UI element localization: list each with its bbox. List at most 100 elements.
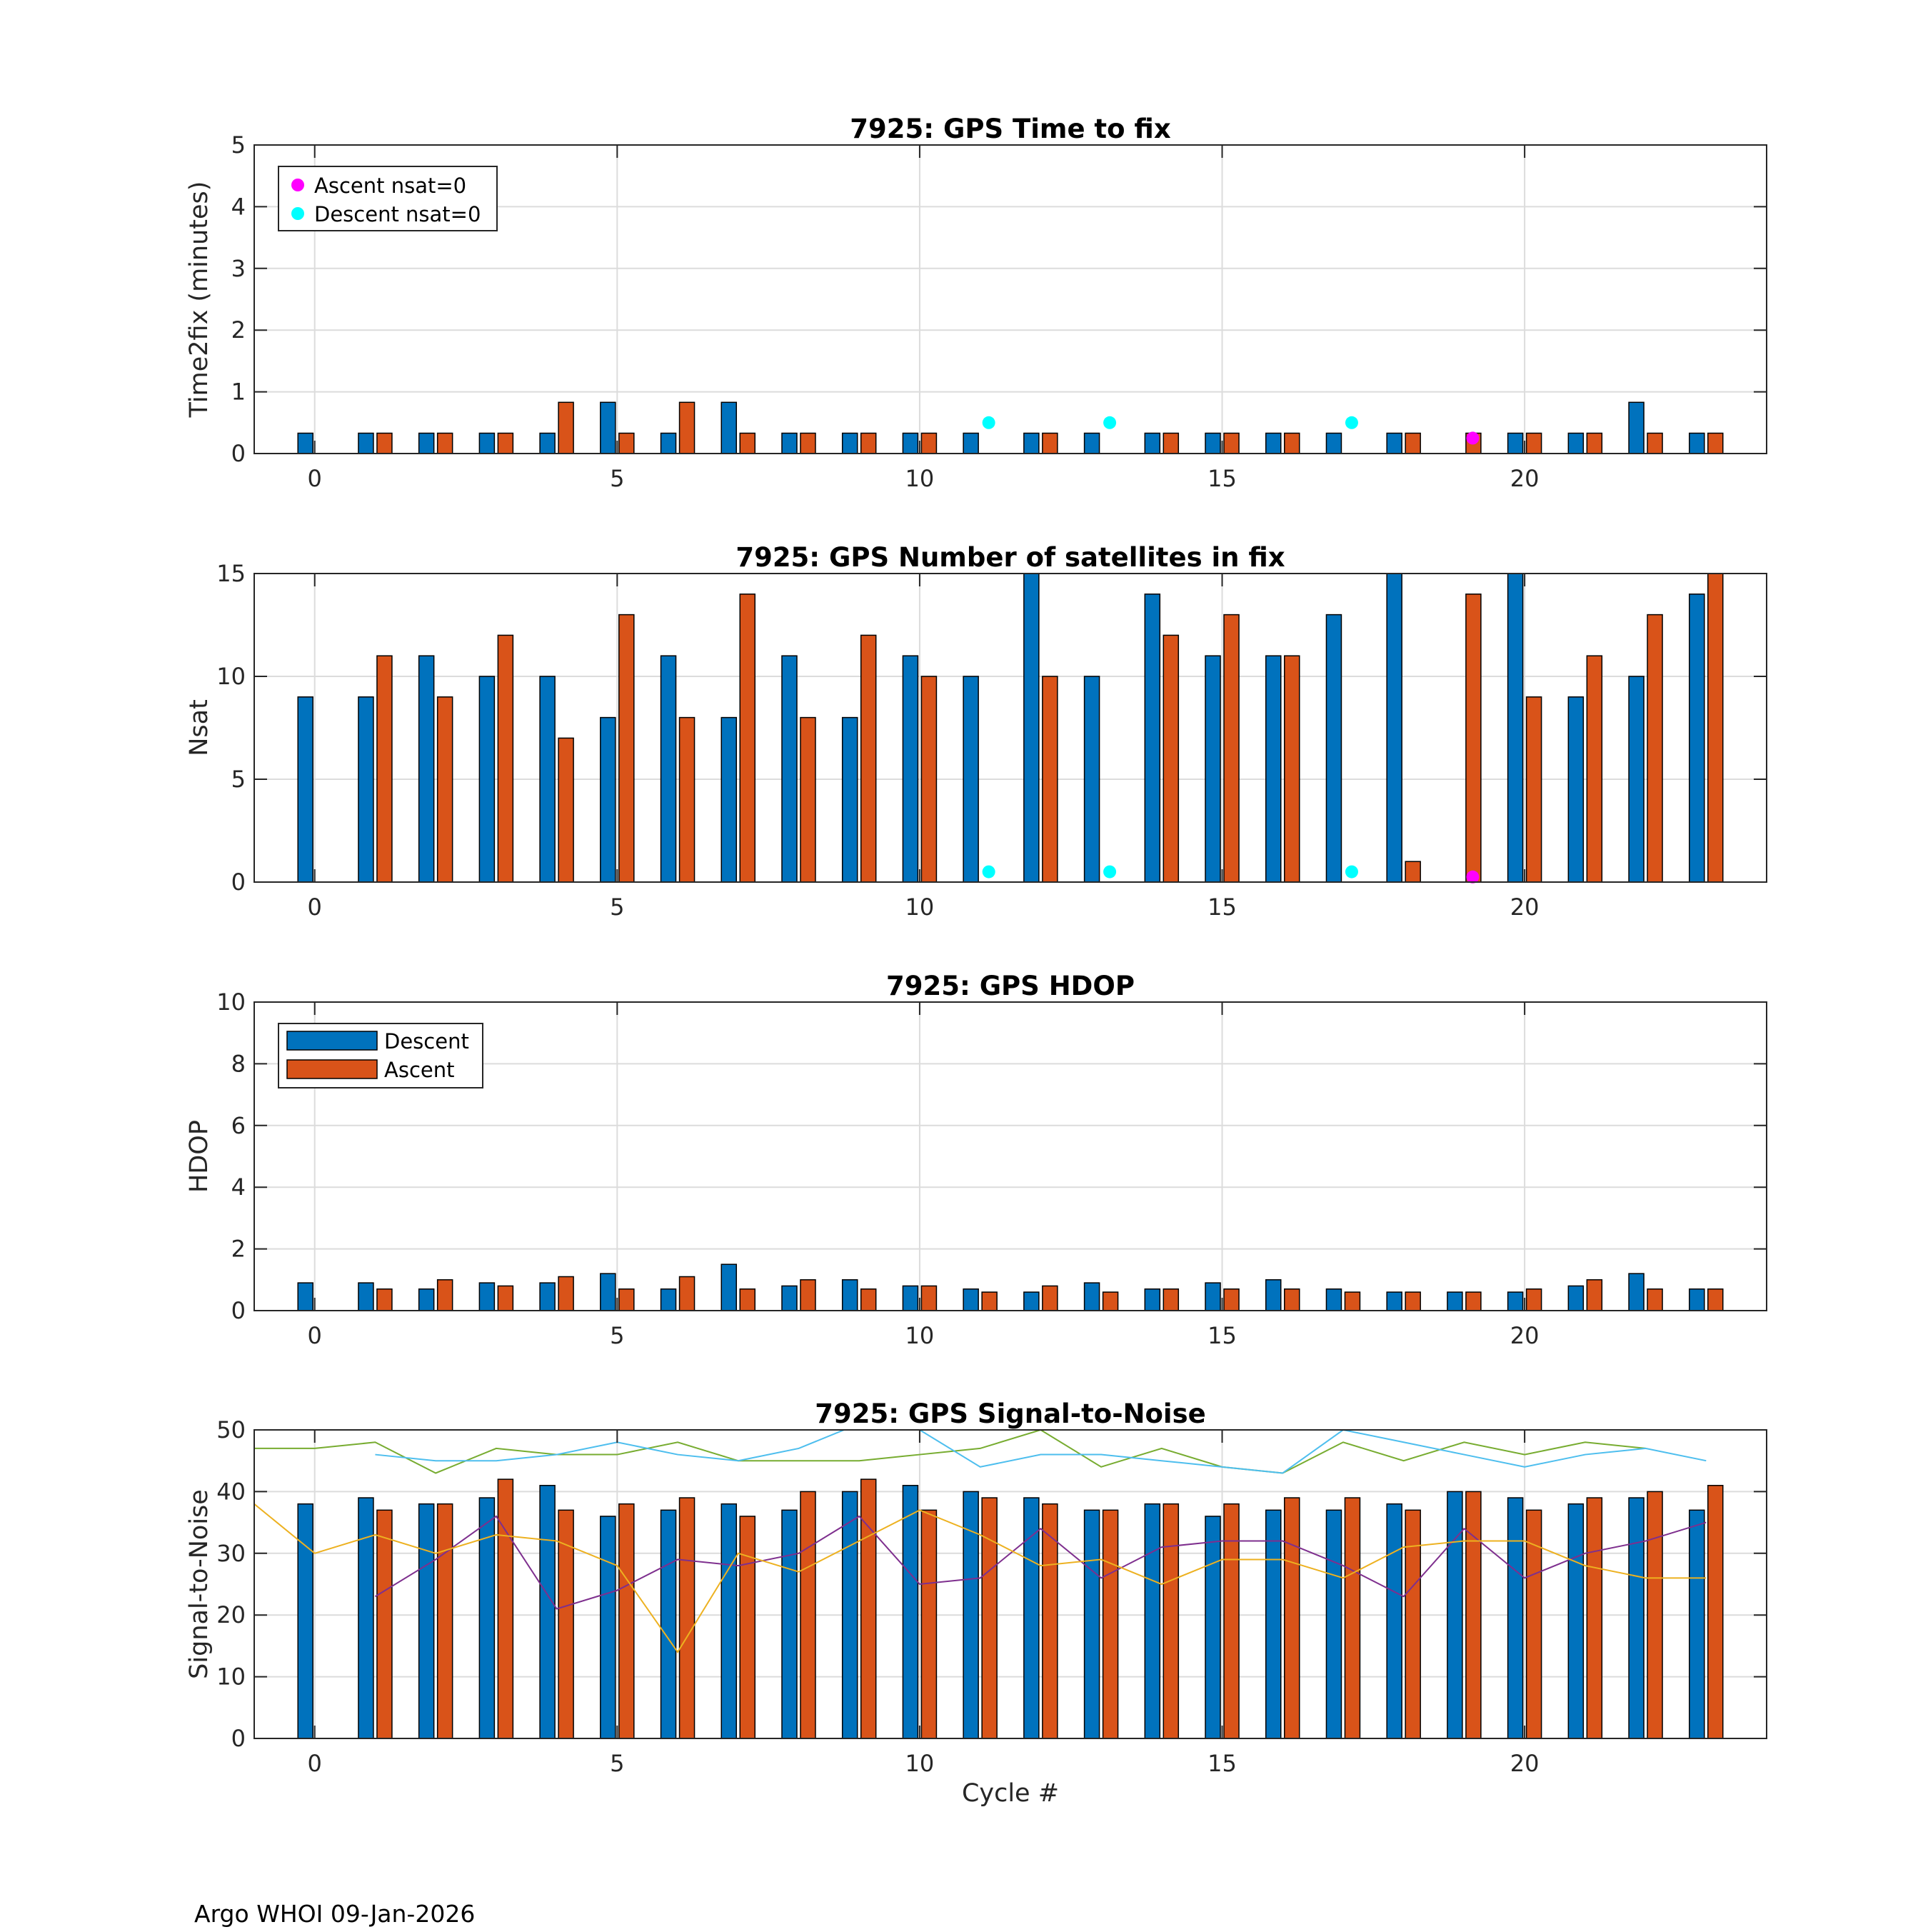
descent-bar-1 xyxy=(358,1282,374,1311)
descent-bar-8 xyxy=(781,432,798,454)
snr-line-green xyxy=(254,1430,1646,1474)
x-tick-label: 15 xyxy=(1207,1322,1237,1349)
ascent-bar-21 xyxy=(1586,1497,1603,1738)
ascent-nsat0-marker xyxy=(1466,431,1480,445)
descent-bar-22 xyxy=(1628,1497,1645,1738)
descent-bar-16 xyxy=(1265,1279,1282,1311)
x-tick-label: 20 xyxy=(1510,465,1540,492)
descent-bar-19 xyxy=(1447,1491,1463,1738)
snr-line-cyan xyxy=(375,1430,1707,1474)
ascent-bar-23 xyxy=(1707,1288,1724,1311)
descent-bar-1 xyxy=(358,696,374,882)
ascent-bar-6 xyxy=(678,1276,696,1311)
ascent-bar-15 xyxy=(1223,432,1240,454)
ascent-bar-7 xyxy=(739,1288,756,1311)
descent-bar-16 xyxy=(1265,432,1282,454)
y-tick-label: 10 xyxy=(216,988,246,1016)
ascent-bar-3 xyxy=(497,634,514,882)
ascent-bar-17 xyxy=(1344,1497,1361,1738)
y-tick-label: 30 xyxy=(216,1540,246,1567)
ascent-bar-8 xyxy=(800,432,816,454)
descent-bar-0 xyxy=(297,1503,313,1738)
x-tick-label: 5 xyxy=(610,894,624,921)
ascent-bar-10 xyxy=(920,432,938,454)
descent-bar-10 xyxy=(902,655,919,882)
descent-bar-13 xyxy=(1083,1282,1100,1311)
descent-bar-1 xyxy=(358,432,374,454)
ascent-bar-16 xyxy=(1283,432,1300,454)
descent-nsat0-marker xyxy=(982,416,995,429)
x-tick-label: 20 xyxy=(1510,1750,1540,1777)
descent-bar-20 xyxy=(1507,574,1524,882)
descent-bar-20 xyxy=(1507,432,1524,454)
ascent-bar-19 xyxy=(1465,1291,1482,1311)
descent-bar-4 xyxy=(539,1485,556,1738)
descent-nsat0-marker xyxy=(982,865,995,879)
ascent-bar-10 xyxy=(920,1285,938,1311)
ascent-bar-13 xyxy=(1102,1291,1119,1311)
x-tick-label: 0 xyxy=(308,894,322,921)
descent-bar-23 xyxy=(1689,1509,1705,1738)
descent-bar-8 xyxy=(781,655,798,882)
descent-bar-23 xyxy=(1689,1288,1705,1311)
descent-bar-4 xyxy=(539,432,556,454)
ascent-bar-16 xyxy=(1283,1288,1300,1311)
y-tick-label: 2 xyxy=(231,1236,246,1263)
ascent-bar-23 xyxy=(1707,1485,1724,1738)
ascent-bar-13 xyxy=(1102,1509,1119,1738)
descent-bar-5 xyxy=(600,1273,616,1311)
descent-bar-17 xyxy=(1325,432,1342,454)
ascent-bar-17 xyxy=(1344,1291,1361,1311)
ascent-bar-7 xyxy=(739,432,756,454)
y-tick-label: 20 xyxy=(216,1601,246,1628)
ascent-bar-3 xyxy=(497,1478,514,1738)
legend-descent-nsat0-marker xyxy=(291,207,304,220)
descent-bar-22 xyxy=(1628,676,1645,882)
x-axis-label: Cycle # xyxy=(962,1779,1059,1808)
plot-area xyxy=(297,1263,1724,1311)
descent-bar-19 xyxy=(1447,1291,1463,1311)
ascent-bar-2 xyxy=(436,432,453,454)
x-tick-label: 15 xyxy=(1207,894,1237,921)
ascent-bar-22 xyxy=(1647,1288,1663,1311)
descent-bar-14 xyxy=(1144,594,1161,882)
ascent-bar-14 xyxy=(1163,1503,1180,1738)
ascent-bar-14 xyxy=(1163,432,1180,454)
x-tick-label: 10 xyxy=(905,894,935,921)
descent-bar-4 xyxy=(539,676,556,882)
descent-bar-7 xyxy=(721,1503,738,1738)
y-tick-label: 0 xyxy=(231,440,246,467)
descent-nsat0-marker xyxy=(1103,865,1117,879)
descent-bar-23 xyxy=(1689,594,1705,882)
ascent-bar-8 xyxy=(800,1279,816,1311)
descent-bar-3 xyxy=(478,1282,496,1311)
ascent-bar-2 xyxy=(436,696,453,882)
y-tick-label: 5 xyxy=(231,766,246,793)
x-tick-label: 20 xyxy=(1510,1322,1540,1349)
descent-bar-5 xyxy=(600,716,616,882)
ascent-bar-12 xyxy=(1042,1285,1058,1311)
ascent-bar-23 xyxy=(1707,432,1724,454)
x-tick-label: 15 xyxy=(1207,465,1237,492)
descent-bar-5 xyxy=(600,1516,616,1738)
descent-bar-22 xyxy=(1628,1273,1645,1311)
descent-bar-17 xyxy=(1325,1288,1342,1311)
ascent-bar-7 xyxy=(739,594,756,882)
y-tick-label: 0 xyxy=(231,1297,246,1324)
ascent-bar-22 xyxy=(1647,1491,1663,1738)
ascent-bar-15 xyxy=(1223,1503,1240,1738)
ascent-bar-22 xyxy=(1647,614,1663,882)
descent-bar-18 xyxy=(1386,1291,1402,1311)
y-tick-label: 6 xyxy=(231,1112,246,1139)
ascent-bar-6 xyxy=(678,1497,696,1738)
ascent-bar-20 xyxy=(1525,432,1542,454)
x-tick-label: 0 xyxy=(308,1750,322,1777)
descent-bar-6 xyxy=(660,1509,677,1738)
snr-line-purple xyxy=(374,1515,1707,1610)
ascent-bar-5 xyxy=(618,432,635,454)
descent-bar-0 xyxy=(297,1282,313,1311)
descent-bar-3 xyxy=(478,432,496,454)
descent-bar-5 xyxy=(600,401,616,454)
x-tick-label: 5 xyxy=(610,1322,624,1349)
y-tick-label: 50 xyxy=(216,1416,246,1443)
